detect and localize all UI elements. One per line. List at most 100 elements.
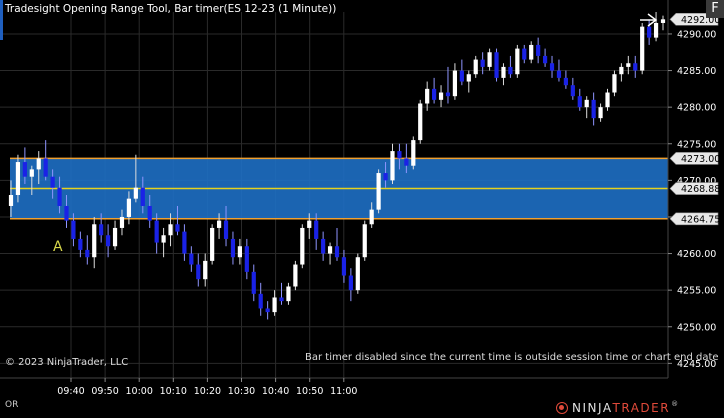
candle-body [251,271,256,294]
candle [230,231,236,265]
range-high-price-badge: 4273.00 [669,152,720,165]
candle-body [515,48,520,75]
candle-body [140,187,145,206]
price-tick-label: 4290.00 [677,29,716,40]
candle [251,264,256,302]
mode-label: OR [5,400,19,410]
candle [168,213,173,247]
candle-body [438,92,444,100]
candle [397,143,402,170]
candle [626,55,631,75]
candle [210,224,215,265]
candle-body [418,103,423,141]
candle-body [432,88,437,100]
candle [653,12,659,42]
candle-body [494,52,499,78]
candle-body [36,158,41,170]
candle [619,63,624,82]
candle [438,85,444,108]
candle [293,260,298,291]
price-tick-label: 4280.00 [677,103,716,114]
panel-corner-label[interactable]: F [706,0,724,18]
candle [362,220,367,261]
candle [314,213,319,250]
candle [494,48,499,82]
candle-body [119,216,125,228]
candle [189,246,194,272]
candle [404,143,409,174]
time-axis[interactable]: 09:40 09:50 10:00 10:10 10:20 10:30 10:40 10:50… [0,377,668,397]
candle-body [57,187,62,206]
time-tick-label: 10:40 [262,386,289,397]
candle-body [237,246,242,258]
candle-body [223,220,229,239]
candle [92,216,97,269]
candle-body [8,195,14,206]
candle-body [390,151,395,181]
candle [154,213,159,254]
candle [223,205,229,247]
candle [265,301,270,320]
candle [542,48,548,67]
candle-body [473,59,478,75]
candle [341,249,347,283]
candle [334,227,340,261]
candle-body [203,260,208,280]
candle [445,66,451,104]
candle [549,55,555,78]
candle [133,154,138,203]
logo-registered: ® [671,400,679,408]
candle-body [43,158,48,177]
candle-body [154,220,159,243]
candle [515,44,520,78]
time-tick-label: 10:00 [126,386,153,397]
time-tick-label: 09:50 [91,386,118,397]
logo-ninja: NINJA [572,401,613,415]
candle-body [321,238,326,254]
candle [577,88,582,111]
candle-body [647,26,652,38]
candle [140,176,145,214]
price-tick-label: 4270.00 [677,176,716,187]
candle-body [15,162,21,195]
candle [8,180,14,217]
candle-body [584,99,589,108]
price-tick-label: 4245.00 [677,359,716,370]
range-mid-price-badge-shape [669,182,719,195]
candle-body [369,209,374,225]
last-price-badge-text: 4292.00 [681,15,720,26]
candle [487,48,492,71]
candle [216,213,222,239]
candle [203,253,208,287]
candle-body [619,66,624,75]
candle-body [196,264,201,280]
candle-body [612,74,617,93]
price-axis[interactable]: 4245.004250.004255.004260.004265.004270.… [667,0,720,378]
candle-body [272,297,277,313]
candle [432,77,437,104]
candle [50,169,55,199]
candle [175,205,180,236]
candle [522,44,527,64]
price-tick-label: 4255.00 [677,286,716,297]
candle-body [480,59,485,67]
logo-mark-icon [556,402,568,414]
candle [119,209,125,236]
candle-body [355,257,360,291]
time-tick-label: 11:00 [330,386,357,397]
candle [99,213,104,243]
candle-body [286,286,291,302]
candle [307,213,312,239]
candle-body [216,220,222,228]
candle-body [452,70,458,97]
chart-title: Tradesight Opening Range Tool, Bar timer… [5,3,337,15]
time-tick-label: 09:40 [57,386,84,397]
candle-body [529,44,534,60]
candle [647,19,652,45]
range-low-price-badge-shape [669,212,719,226]
candle-body [591,99,596,119]
active-window-indicator [0,0,3,40]
candle [640,22,645,75]
candle [390,143,395,185]
